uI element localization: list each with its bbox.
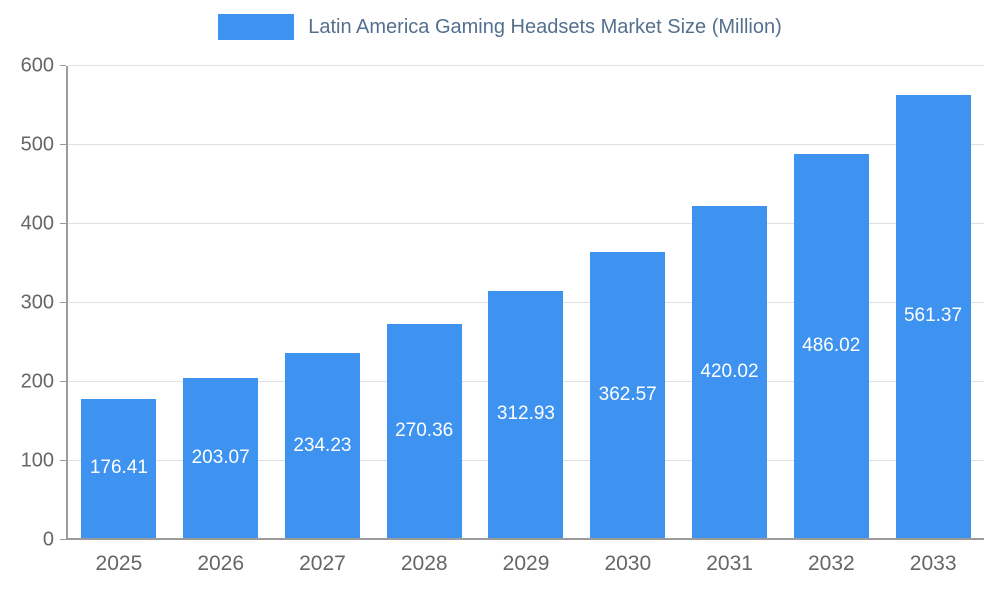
gridline <box>68 223 984 224</box>
y-tick-mark <box>60 460 66 461</box>
y-tick-label: 200 <box>20 370 54 393</box>
y-tick-mark <box>60 539 66 540</box>
y-axis-line <box>66 66 68 540</box>
x-tick-label: 2032 <box>808 552 855 575</box>
bar-2032: 486.02 <box>793 154 869 538</box>
y-tick-mark <box>60 144 66 145</box>
bar-value-label: 234.23 <box>293 434 352 456</box>
y-tick-label: 600 <box>20 54 54 77</box>
chart-title: Latin America Gaming Headsets Market Siz… <box>308 15 782 38</box>
bar-value-label: 362.57 <box>598 383 657 405</box>
x-tick-label: 2025 <box>95 552 143 575</box>
y-tick-label: 0 <box>42 528 54 551</box>
bar-value-label: 420.02 <box>700 361 759 383</box>
y-tick-mark <box>60 381 66 382</box>
y-tick-label: 100 <box>20 449 54 472</box>
plot-area: 0 100 200 300 400 500 600 176.41 203.07 234.23 27… <box>21 55 984 551</box>
bar-2027: 234.23 <box>284 353 360 538</box>
y-tick-label: 500 <box>20 133 54 156</box>
x-tick-label: 2026 <box>197 552 245 575</box>
bar-value-label: 312.93 <box>496 403 555 425</box>
y-tick-label: 400 <box>20 212 54 235</box>
bar-2033: 561.37 <box>895 94 971 538</box>
bar-2030: 362.57 <box>590 251 666 538</box>
bar-value-label: 203.07 <box>191 446 250 468</box>
legend-swatch-icon <box>218 14 295 40</box>
bar-series: 176.41 203.07 234.23 270.36 312.93 362.57 420.… <box>68 66 984 538</box>
legend: Latin America Gaming Headsets Market Siz… <box>0 14 1000 40</box>
y-tick-mark <box>60 223 66 224</box>
bar-value-label: 270.36 <box>395 420 454 442</box>
y-tick-mark <box>60 65 66 66</box>
gridline <box>68 65 984 66</box>
bar-2031: 420.02 <box>691 206 767 538</box>
x-axis-labels: 2025 2026 2027 2028 2029 2030 2031 2032 2033 <box>68 552 984 576</box>
x-tick-label: 2030 <box>604 552 652 575</box>
x-axis-line <box>66 538 984 540</box>
x-tick-label: 2027 <box>299 552 346 575</box>
bar-2025: 176.41 <box>81 398 157 538</box>
bar-value-label: 176.41 <box>89 457 148 479</box>
x-tick-label: 2031 <box>706 552 753 575</box>
gridline <box>68 144 984 145</box>
bar-2026: 203.07 <box>183 377 259 538</box>
y-tick-mark <box>60 302 66 303</box>
bar-value-label: 486.02 <box>802 335 861 356</box>
bar-2029: 312.93 <box>488 290 564 538</box>
x-tick-label: 2028 <box>400 552 448 575</box>
y-tick-label: 300 <box>20 291 54 314</box>
bar-value-label: 561.37 <box>903 305 963 327</box>
bar-2028: 270.36 <box>386 324 462 538</box>
x-tick-label: 2029 <box>502 552 550 575</box>
x-tick-label: 2033 <box>909 552 957 575</box>
